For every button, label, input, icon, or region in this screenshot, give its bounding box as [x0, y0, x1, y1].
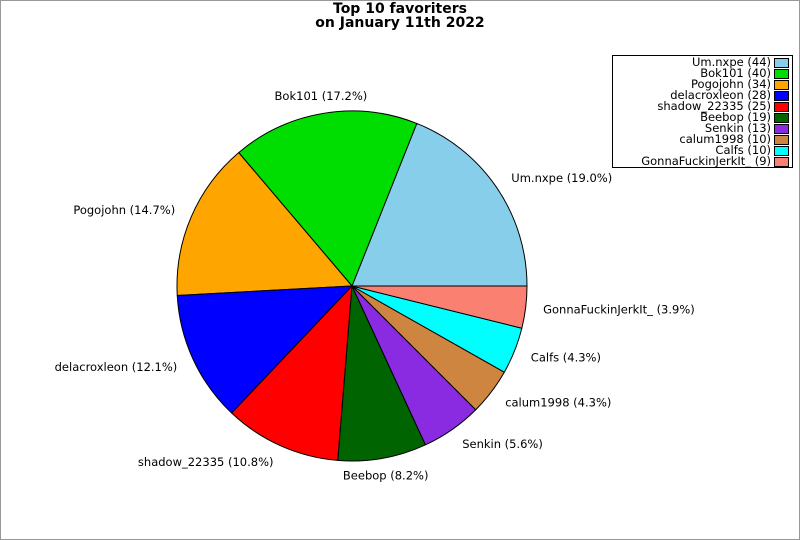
legend-swatch: [774, 156, 789, 167]
legend-swatch: [774, 123, 789, 134]
legend-entry-Beebop: Beebop (19): [613, 110, 792, 124]
legend-entry-Um.nxpe: Um.nxpe (44): [613, 55, 792, 69]
legend-swatch: [774, 145, 789, 156]
pie-slice-shadow_22335: [231, 285, 353, 461]
legend-label: Bok101 (40): [700, 66, 771, 80]
legend-entry-GonnaFuckinJerkIt_: GonnaFuckinJerkIt_ (9): [613, 154, 792, 168]
legend-entry-Senkin: Senkin (13): [613, 121, 792, 135]
slice-label-calum1998: calum1998 (4.3%): [505, 396, 611, 410]
chart-title-line2: on January 11th 2022: [315, 14, 485, 31]
chart-title: Top 10 favoriters on January 11th 2022: [1, 1, 799, 31]
slice-label-Beebop: Beebop (8.2%): [343, 469, 429, 483]
legend-swatch: [774, 112, 789, 123]
pie-slice-delacroxleon: [176, 285, 353, 414]
legend-label: Pogojohn (34): [691, 77, 771, 91]
legend-swatch: [774, 134, 789, 145]
slice-label-delacroxleon: delacroxleon (12.1%): [55, 360, 178, 374]
legend-label: Calfs (10): [715, 143, 771, 157]
pie-slice-Um.nxpe: [351, 122, 528, 287]
pie-slice-Beebop: [337, 285, 426, 462]
slice-label-Pogojohn: Pogojohn (14.7%): [73, 203, 175, 217]
legend-entry-Bok101: Bok101 (40): [613, 66, 792, 80]
legend-label: Um.nxpe (44): [691, 55, 771, 69]
legend-label: Beebop (19): [700, 110, 771, 124]
legend-entry-calum1998: calum1998 (10): [613, 132, 792, 146]
slice-label-Senkin: Senkin (5.6%): [462, 437, 543, 451]
pie-slice-Bok101: [238, 110, 418, 287]
legend-swatch: [774, 90, 789, 101]
pie-slice-Pogojohn: [176, 152, 353, 296]
legend-label: Senkin (13): [704, 121, 771, 135]
slice-label-GonnaFuckinJerkIt_: GonnaFuckinJerkIt_ (3.9%): [543, 302, 695, 316]
pie-slice-GonnaFuckinJerkIt_: [351, 285, 528, 329]
legend-swatch: [774, 79, 789, 90]
legend: Um.nxpe (44) Bok101 (40) Pogojohn (34) dela…: [612, 55, 793, 168]
slice-label-shadow_22335: shadow_22335 (10.8%): [138, 455, 274, 469]
legend-entry-Pogojohn: Pogojohn (34): [613, 77, 792, 91]
chart-title-line1: Top 10 favoriters: [333, 1, 467, 17]
legend-swatch: [774, 68, 789, 79]
slice-label-Bok101: Bok101 (17.2%): [275, 89, 368, 103]
slice-label-Um.nxpe: Um.nxpe (19.0%): [511, 171, 612, 185]
legend-swatch: [774, 101, 789, 112]
legend-label: calum1998 (10): [679, 132, 771, 146]
legend-entry-shadow_22335: shadow_22335 (25): [613, 99, 792, 113]
legend-label: delacroxleon (28): [670, 88, 771, 102]
legend-entry-Calfs: Calfs (10): [613, 143, 792, 157]
legend-label: GonnaFuckinJerkIt_ (9): [641, 154, 771, 168]
slice-label-Calfs: Calfs (4.3%): [531, 350, 601, 364]
legend-label: shadow_22335 (25): [657, 99, 771, 113]
legend-swatch: [774, 57, 789, 68]
legend-entry-delacroxleon: delacroxleon (28): [613, 88, 792, 102]
